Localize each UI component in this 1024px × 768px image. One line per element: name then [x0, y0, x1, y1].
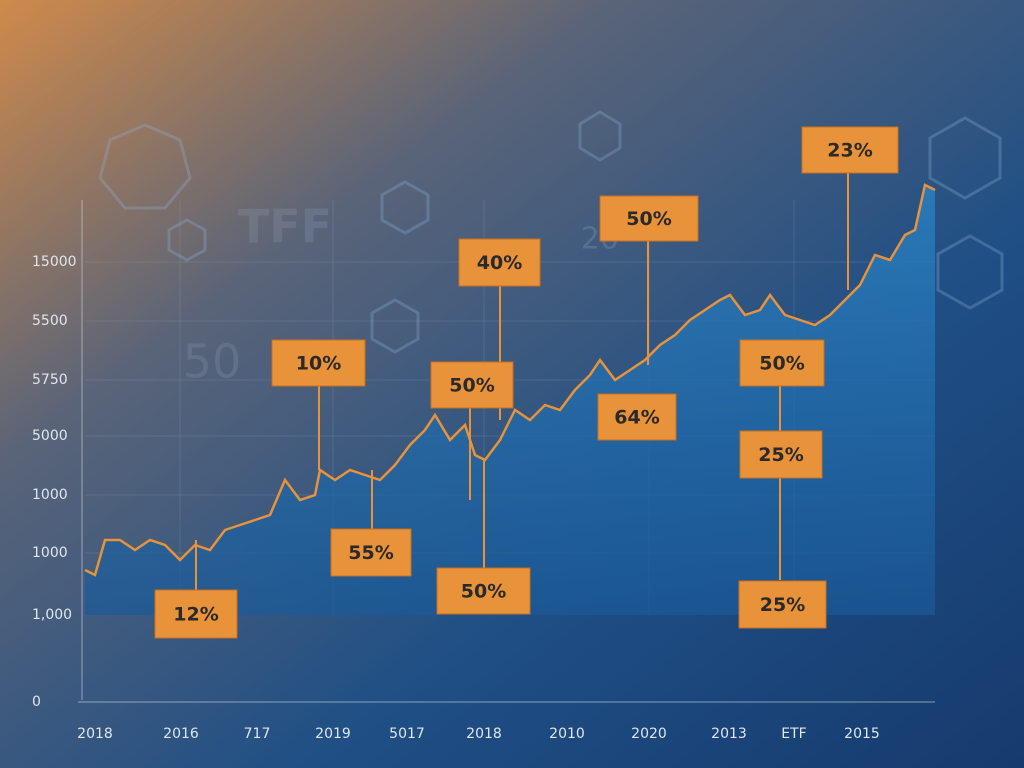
background-text: TFF: [238, 200, 332, 254]
callout-box: [599, 195, 699, 242]
callout-label: 12%: [173, 604, 218, 626]
x-tick-label: 2020: [631, 726, 667, 742]
y-tick-label: 1000: [32, 545, 68, 561]
callout-label: 64%: [614, 407, 659, 429]
callout-box: [801, 126, 899, 174]
y-tick-label: 0: [32, 694, 41, 710]
callout-label: 50%: [759, 353, 804, 375]
x-tick-label: 2013: [711, 726, 747, 742]
background-text: 50: [183, 335, 242, 389]
x-tick-label: 2016: [163, 726, 199, 742]
x-tick-label: 717: [244, 726, 271, 742]
callout-label: 25%: [758, 444, 803, 466]
x-tick-label: ETF: [781, 726, 806, 742]
x-tick-label: 2018: [77, 726, 113, 742]
callout-box: [738, 580, 827, 629]
annotations: 23% 50% 40% 10% 50% 50% 64% 25% 55% 50% 12% 25%: [154, 126, 899, 639]
callout-label: 40%: [477, 252, 522, 274]
x-tick-label: 2015: [844, 726, 880, 742]
callout-label: 50%: [461, 581, 506, 603]
x-tick-label: 2018: [466, 726, 502, 742]
y-tick-label: 1000: [32, 487, 68, 503]
callout-box: [436, 567, 531, 615]
callout-box: [458, 238, 541, 287]
x-tick-label: 2010: [549, 726, 585, 742]
callout-box: [154, 589, 238, 639]
x-tick-label: 2019: [315, 726, 351, 742]
x-tick-label: 5017: [389, 726, 425, 742]
y-tick-label: 5500: [32, 313, 68, 329]
callout-label: 50%: [626, 208, 671, 230]
callout-box: [739, 430, 823, 479]
callout-box: [430, 361, 514, 409]
line: [84, 183, 936, 577]
callout-label: 50%: [449, 375, 494, 397]
callout-label: 25%: [760, 594, 805, 616]
y-tick-label: 5750: [32, 372, 68, 388]
y-tick-label: 5000: [32, 428, 68, 444]
callout-box: [597, 393, 677, 441]
decor: [98, 110, 1004, 354]
callout-label: 10%: [296, 353, 341, 375]
callout-label: 23%: [827, 140, 872, 162]
y-tick-label: 15000: [32, 254, 77, 270]
callout-box: [271, 339, 366, 387]
callout-label: 55%: [348, 542, 393, 564]
callout-box: [330, 528, 412, 577]
area: [85, 185, 935, 615]
callout-box: [739, 339, 825, 387]
y-tick-label: 1,000: [32, 607, 72, 623]
